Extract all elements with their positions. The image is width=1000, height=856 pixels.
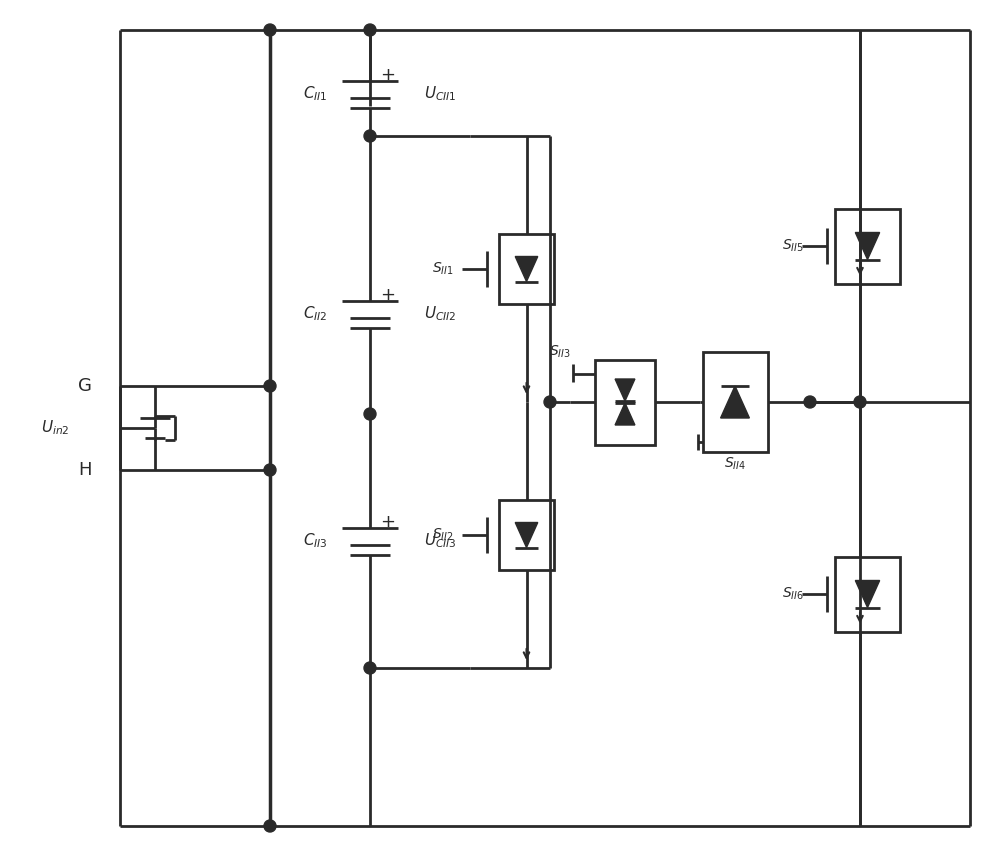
- Text: $S_{II6}$: $S_{II6}$: [782, 586, 804, 603]
- Text: $C_{II2}$: $C_{II2}$: [303, 305, 327, 324]
- Text: $S_{II3}$: $S_{II3}$: [549, 344, 571, 360]
- Text: H: H: [78, 461, 92, 479]
- Bar: [835, 209, 900, 283]
- Bar: [702, 352, 768, 452]
- Text: +: +: [381, 66, 396, 84]
- Text: G: G: [78, 377, 92, 395]
- Circle shape: [364, 662, 376, 674]
- Polygon shape: [855, 580, 880, 608]
- Circle shape: [804, 396, 816, 408]
- Bar: [595, 360, 655, 444]
- Polygon shape: [615, 379, 635, 401]
- Text: $C_{II1}$: $C_{II1}$: [303, 85, 327, 104]
- Text: $C_{II3}$: $C_{II3}$: [303, 532, 327, 550]
- Circle shape: [364, 408, 376, 420]
- Text: $S_{II1}$: $S_{II1}$: [432, 261, 454, 277]
- Circle shape: [264, 820, 276, 832]
- Text: $S_{II2}$: $S_{II2}$: [432, 526, 454, 544]
- Text: +: +: [381, 286, 396, 304]
- Bar: [499, 234, 554, 304]
- Polygon shape: [855, 233, 880, 259]
- Circle shape: [544, 396, 556, 408]
- Circle shape: [364, 130, 376, 142]
- Text: $U_{CII2}$: $U_{CII2}$: [424, 305, 456, 324]
- Polygon shape: [615, 403, 635, 425]
- Circle shape: [264, 380, 276, 392]
- Text: $U_{CII3}$: $U_{CII3}$: [424, 532, 456, 550]
- Polygon shape: [515, 257, 538, 282]
- Polygon shape: [515, 522, 538, 548]
- Circle shape: [854, 396, 866, 408]
- Circle shape: [264, 24, 276, 36]
- Text: $U_{CII1}$: $U_{CII1}$: [424, 85, 456, 104]
- Circle shape: [264, 464, 276, 476]
- Text: $U_{in2}$: $U_{in2}$: [41, 419, 69, 437]
- Circle shape: [364, 24, 376, 36]
- Bar: [835, 556, 900, 632]
- Text: $S_{II4}$: $S_{II4}$: [724, 455, 746, 473]
- Bar: [499, 500, 554, 570]
- Text: +: +: [381, 513, 396, 531]
- Polygon shape: [721, 386, 749, 418]
- Text: $S_{II5}$: $S_{II5}$: [782, 238, 804, 254]
